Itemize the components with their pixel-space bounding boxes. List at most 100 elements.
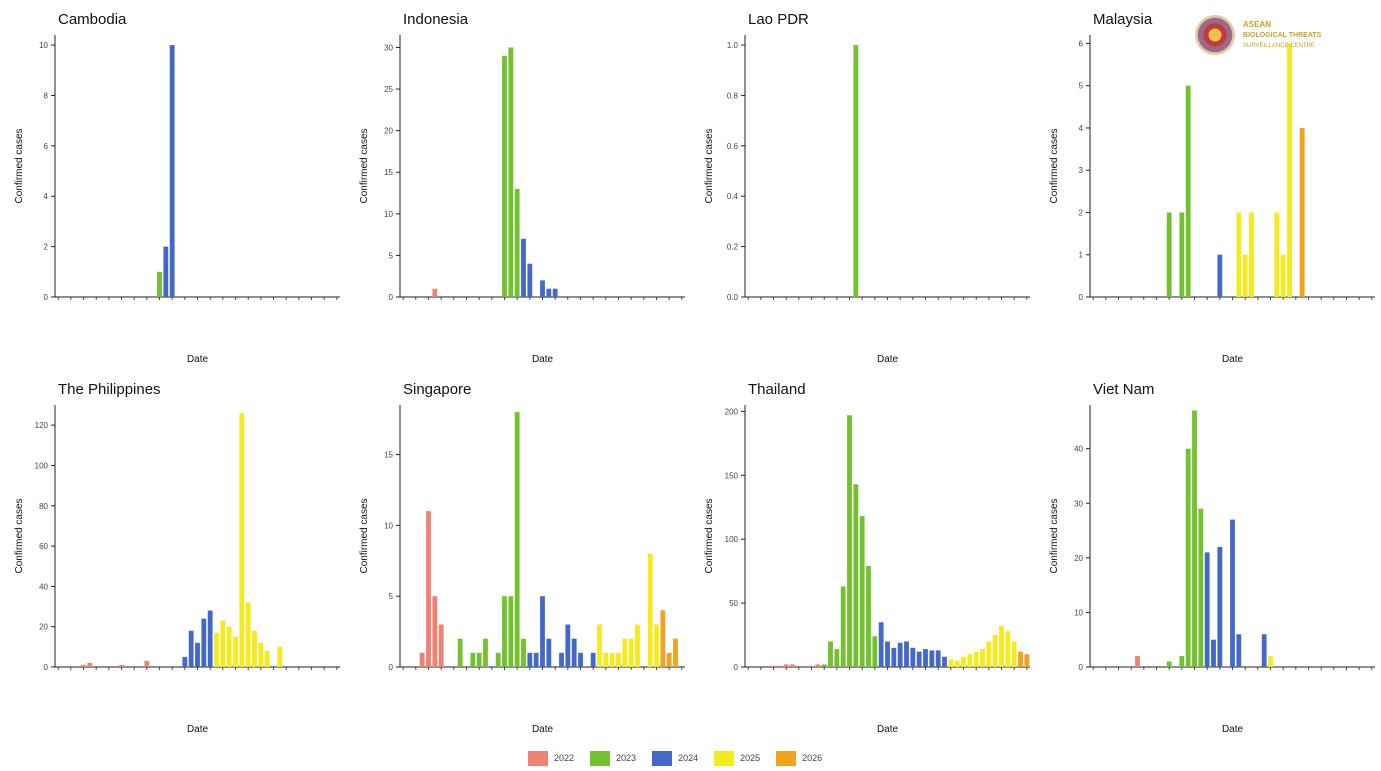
bar — [277, 646, 283, 667]
bar — [673, 638, 678, 667]
bar — [1242, 254, 1248, 297]
y-tick-label: 0.2 — [727, 243, 739, 252]
y-tick-label: 100 — [35, 461, 49, 470]
y-tick-label: 20 — [1074, 554, 1083, 563]
bar — [432, 596, 438, 667]
bar — [470, 652, 476, 667]
bar — [1166, 661, 1172, 667]
bar — [954, 660, 960, 667]
legend-item: 2026 — [776, 750, 823, 766]
bar — [426, 511, 431, 667]
bar — [533, 652, 539, 667]
bar — [815, 664, 821, 667]
x-axis-label: Date — [1222, 354, 1244, 365]
bar — [201, 618, 207, 667]
bar — [597, 624, 602, 667]
bar — [508, 47, 514, 297]
bar — [866, 566, 871, 667]
logo-line-3: SURVEILLANCE CENTRE — [1243, 42, 1315, 49]
bar — [188, 630, 194, 667]
y-tick-label: 25 — [384, 85, 393, 94]
chart-title: Thailand — [748, 381, 806, 398]
bar — [1261, 634, 1267, 667]
chart-title: Indonesia — [403, 11, 469, 28]
bar — [1018, 651, 1023, 667]
y-tick-label: 3 — [1079, 166, 1084, 175]
y-axis-label: Confirmed cases — [1049, 128, 1060, 203]
bar — [239, 413, 245, 667]
bar — [923, 649, 928, 667]
y-tick-label: 0.6 — [727, 142, 739, 151]
y-tick-label: 0.4 — [727, 192, 739, 201]
bar — [214, 632, 219, 667]
bar — [540, 280, 545, 297]
bar — [432, 288, 438, 297]
bar — [144, 660, 150, 667]
legend-item: 2023 — [590, 750, 636, 766]
bar — [973, 651, 979, 667]
y-tick-label: 0 — [1079, 663, 1084, 672]
bar — [1198, 508, 1204, 667]
year-legend: 2022 2023 2024 2025 2026 — [528, 748, 822, 768]
y-tick-label: 4 — [44, 192, 49, 201]
bar — [847, 415, 852, 667]
y-tick-label: 40 — [1074, 445, 1083, 454]
y-tick-label: 6 — [1079, 39, 1084, 48]
bar — [821, 664, 827, 667]
logo-line-2: BIOLOGICAL THREATS — [1243, 31, 1322, 39]
chart-panel: Indonesia 0 5 10 15 20 25 30 Date Confirmed cases — [359, 11, 685, 365]
bar — [910, 647, 916, 667]
chart-panel: Singapore 0 5 10 15 Date Confirmed cases — [359, 381, 685, 735]
bar — [1236, 634, 1242, 667]
legend-item: 2025 — [714, 750, 760, 766]
bar — [521, 638, 526, 667]
bar — [872, 636, 878, 667]
legend-label: 2026 — [802, 753, 823, 763]
bar — [942, 656, 947, 667]
bar — [552, 288, 558, 297]
bar — [916, 651, 922, 667]
y-tick-label: 80 — [39, 502, 48, 511]
y-axis-label: Confirmed cases — [359, 498, 370, 573]
bar — [1211, 639, 1216, 667]
bar — [87, 662, 93, 667]
legend-swatch-2024 — [652, 750, 673, 766]
bar — [1204, 552, 1210, 667]
bar — [527, 263, 533, 297]
bar — [169, 45, 175, 298]
bar — [891, 647, 897, 667]
bar — [182, 656, 188, 667]
bar — [226, 626, 232, 667]
bar — [904, 641, 909, 667]
x-axis-label: Date — [877, 354, 899, 365]
chart-title: Singapore — [403, 381, 471, 398]
bar — [476, 652, 482, 667]
bar — [264, 650, 270, 667]
bar — [514, 188, 520, 297]
y-tick-label: 30 — [1074, 499, 1083, 508]
bar — [935, 650, 941, 667]
legend-swatch-2023 — [590, 750, 611, 766]
legend-swatch-2025 — [714, 750, 735, 766]
bar — [647, 553, 653, 667]
y-axis-label: Confirmed cases — [14, 128, 25, 203]
bar — [258, 642, 264, 667]
bar — [457, 638, 463, 667]
y-tick-label: 2 — [44, 243, 49, 252]
bar — [666, 652, 672, 667]
legend-label: 2024 — [678, 753, 699, 763]
y-tick-label: 150 — [725, 471, 739, 480]
legend-item: 2022 — [528, 750, 574, 766]
y-tick-label: 5 — [389, 251, 394, 260]
y-tick-label: 5 — [1079, 82, 1084, 91]
chart-panel: Malaysia 0 1 2 3 4 5 6 Date Confirmed cases — [1049, 11, 1375, 365]
bar — [1299, 127, 1305, 297]
bar — [992, 635, 998, 667]
bar — [559, 652, 564, 667]
y-axis-label: Confirmed cases — [704, 498, 715, 573]
bar — [1166, 212, 1172, 297]
bar — [502, 596, 507, 667]
bar — [660, 610, 666, 667]
bar — [840, 586, 846, 667]
y-axis-label: Confirmed cases — [1049, 498, 1060, 573]
